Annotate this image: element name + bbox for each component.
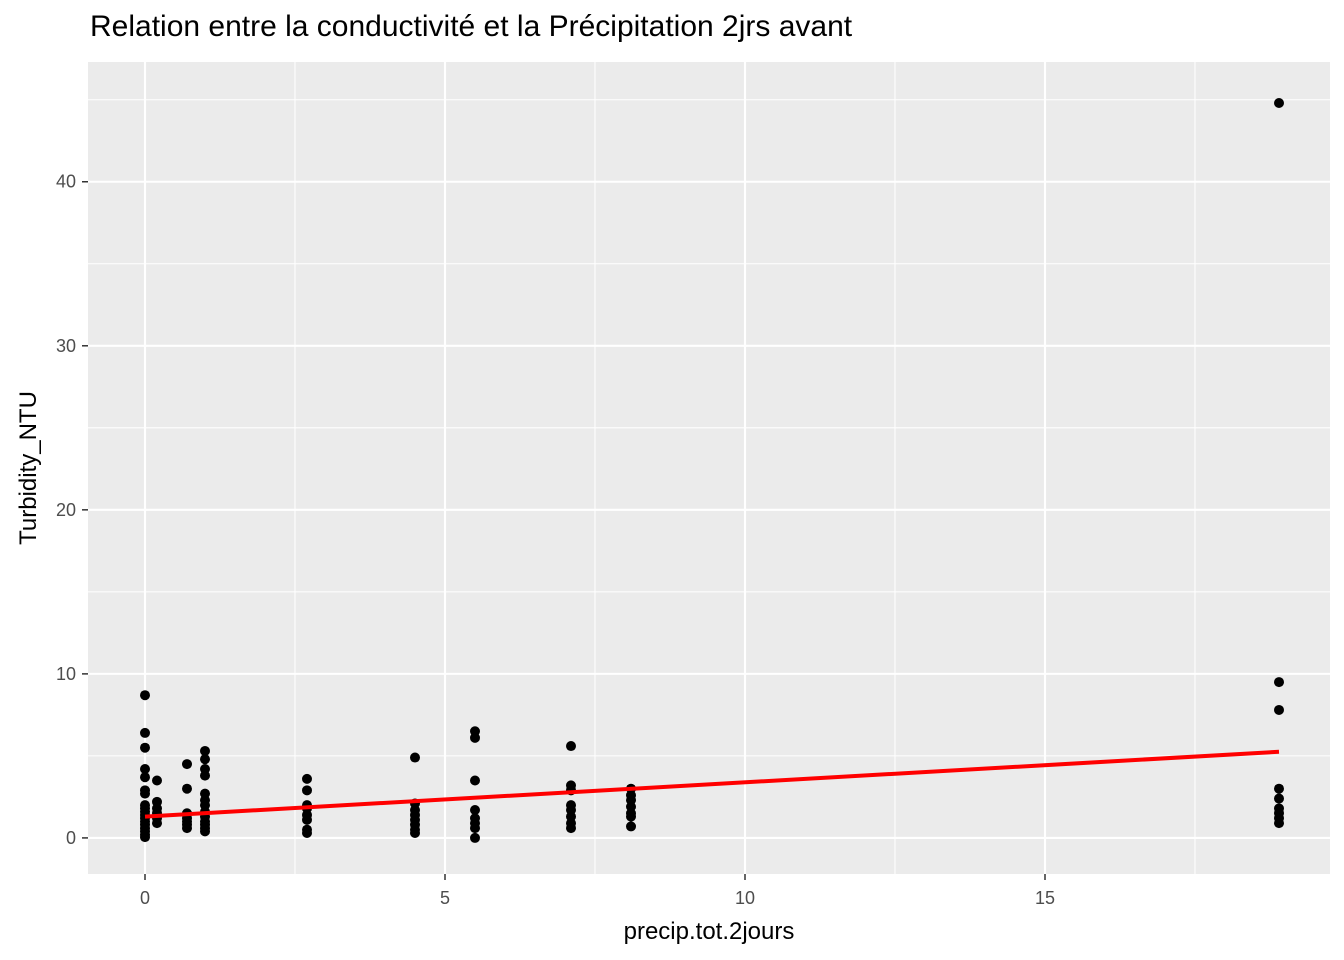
axis-ticks: 0 5 10 15 0 10 20 30 40 [56, 172, 1055, 908]
data-point [566, 741, 576, 752]
trend-line [144, 749, 1280, 819]
data-point [140, 832, 150, 843]
data-point [1274, 783, 1284, 794]
x-tick-label: 5 [440, 888, 450, 908]
data-point [410, 752, 420, 763]
data-point [140, 764, 150, 775]
data-point [152, 775, 162, 786]
data-point [140, 727, 150, 738]
data-point [140, 772, 150, 783]
data-point [470, 823, 480, 834]
data-point [200, 826, 210, 837]
data-point [626, 821, 636, 832]
data-point [182, 823, 192, 834]
data-point [302, 773, 312, 784]
data-point [626, 811, 636, 822]
x-tick-label: 0 [140, 888, 150, 908]
data-point [1274, 818, 1284, 829]
data-point [302, 814, 312, 825]
data-point [200, 745, 210, 756]
plot-panel-background [88, 62, 1330, 874]
data-point [200, 770, 210, 781]
y-tick-label: 0 [66, 828, 76, 848]
data-point [302, 785, 312, 796]
data-point [1274, 793, 1284, 804]
data-point [140, 690, 150, 701]
data-point [1274, 704, 1284, 715]
data-point [152, 818, 162, 829]
chart-title: Relation entre la conductivité et la Pré… [90, 10, 853, 43]
x-tick-label: 15 [1035, 888, 1055, 908]
x-tick-label: 10 [735, 888, 755, 908]
y-tick-label: 30 [56, 336, 76, 356]
data-point [182, 783, 192, 794]
data-point [200, 754, 210, 765]
data-point [302, 827, 312, 838]
data-point [1274, 98, 1284, 109]
data-point [566, 823, 576, 834]
data-point [470, 732, 480, 743]
y-tick-label: 20 [56, 500, 76, 520]
data-point [1274, 677, 1284, 688]
data-point [470, 805, 480, 816]
data-point [140, 788, 150, 799]
y-tick-label: 40 [56, 172, 76, 192]
data-point [470, 832, 480, 843]
data-point [182, 759, 192, 770]
data-point [140, 742, 150, 753]
data-point [410, 827, 420, 838]
y-axis-title: Turbidity_NTU [15, 391, 42, 545]
grid-lines [88, 62, 1330, 874]
trend-line-group [144, 749, 1280, 819]
x-axis-title: precip.tot.2jours [624, 918, 795, 945]
y-tick-label: 10 [56, 664, 76, 684]
data-point [470, 775, 480, 786]
